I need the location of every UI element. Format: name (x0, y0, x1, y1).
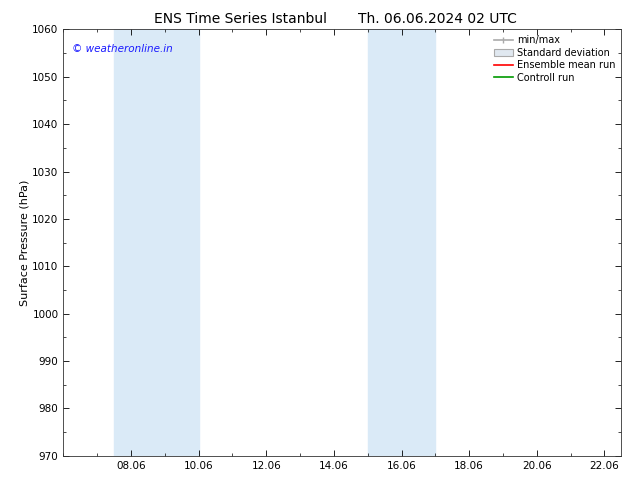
Text: ENS Time Series Istanbul: ENS Time Series Istanbul (155, 12, 327, 26)
Bar (114, 29, 198, 456)
Text: © weatheronline.in: © weatheronline.in (72, 44, 172, 54)
Bar (368, 29, 436, 456)
Text: Th. 06.06.2024 02 UTC: Th. 06.06.2024 02 UTC (358, 12, 517, 26)
Y-axis label: Surface Pressure (hPa): Surface Pressure (hPa) (20, 179, 30, 306)
Legend: min/max, Standard deviation, Ensemble mean run, Controll run: min/max, Standard deviation, Ensemble me… (489, 31, 619, 86)
